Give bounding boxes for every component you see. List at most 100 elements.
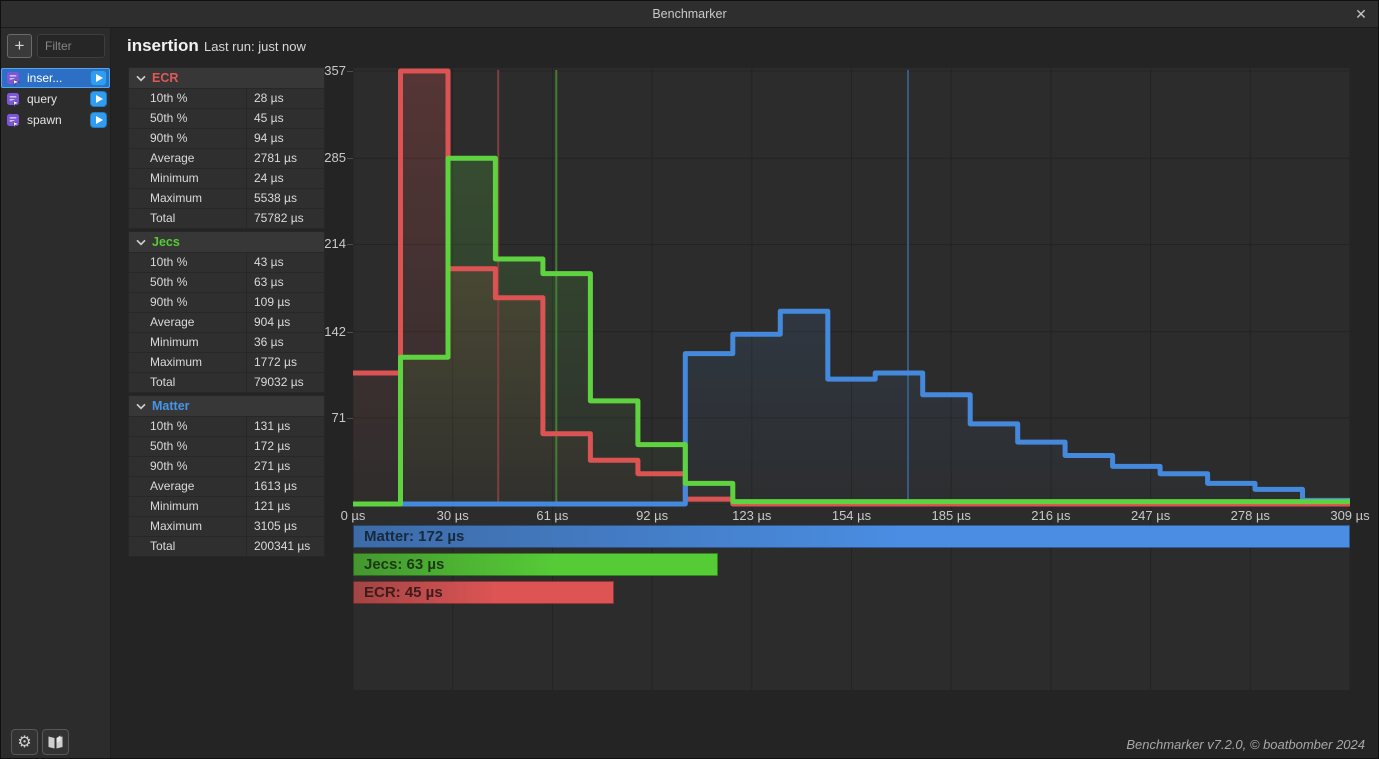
y-tick-label: 357 xyxy=(302,63,353,78)
benchmark-script-icon xyxy=(7,113,21,128)
median-bar-label: Matter: 172 µs xyxy=(364,528,465,545)
x-tick-label: 216 µs xyxy=(1031,508,1071,523)
stat-label: Average xyxy=(150,315,195,329)
x-tick-label: 30 µs xyxy=(436,508,469,523)
stat-value: 131 µs xyxy=(246,417,324,436)
y-tick-label: 71 xyxy=(302,410,353,425)
stat-row: 50th % 63 µs xyxy=(128,273,325,293)
x-tick-label: 61 µs xyxy=(536,508,569,523)
version-text: Benchmarker v7.2.0, © boatbomber 2024 xyxy=(1126,737,1365,752)
stat-row: 10th % 43 µs xyxy=(128,253,325,273)
stat-value: 63 µs xyxy=(246,273,324,292)
book-icon xyxy=(48,735,63,748)
run-benchmark-button[interactable] xyxy=(90,91,107,107)
sidebar-item-inser[interactable]: inser... xyxy=(1,68,110,88)
stat-label: Total xyxy=(150,375,176,389)
median-bar-matter: Matter: 172 µs xyxy=(353,525,1350,548)
chevron-down-icon xyxy=(136,239,146,246)
stat-row: Average 904 µs xyxy=(128,313,325,333)
stat-row: Total 200341 µs xyxy=(128,537,325,557)
benchmark-script-icon xyxy=(7,71,21,86)
stat-label: 90th % xyxy=(150,131,188,145)
stat-value: 172 µs xyxy=(246,437,324,456)
sidebar-item-label: query xyxy=(27,92,58,106)
last-run-status: Last run: just now xyxy=(204,39,306,54)
x-tick-label: 0 µs xyxy=(340,508,366,523)
section-name: ECR xyxy=(152,71,179,85)
docs-button[interactable] xyxy=(42,729,69,755)
x-tick-label: 154 µs xyxy=(831,508,872,523)
section-header-jecs[interactable]: Jecs xyxy=(128,231,325,253)
stat-row: 90th % 94 µs xyxy=(128,129,325,149)
sidebar-item-label: inser... xyxy=(27,71,63,85)
sidebar-item-label: spawn xyxy=(27,113,62,127)
sidebar-item-query[interactable]: query xyxy=(1,89,110,109)
stat-row: Minimum 24 µs xyxy=(128,169,325,189)
y-tick-label: 214 xyxy=(302,236,353,251)
stat-row: Total 79032 µs xyxy=(128,373,325,393)
stat-label: 50th % xyxy=(150,275,188,289)
median-bar-label: Jecs: 63 µs xyxy=(364,556,445,573)
stat-row: 50th % 172 µs xyxy=(128,437,325,457)
stats-table: ECR 10th % 28 µs 50th % 45 µs 90th % 94 µs Aver… xyxy=(128,67,325,557)
run-benchmark-button[interactable] xyxy=(90,70,107,86)
section-name: Matter xyxy=(152,399,190,413)
page-title: insertion xyxy=(127,36,199,55)
x-tick-label: 185 µs xyxy=(931,508,971,523)
stat-value: 121 µs xyxy=(246,497,324,516)
sidebar-item-spawn[interactable]: spawn xyxy=(1,110,110,130)
section-name: Jecs xyxy=(152,235,180,249)
stat-value: 28 µs xyxy=(246,89,324,108)
add-benchmark-button[interactable]: + xyxy=(7,34,32,58)
stat-value: 109 µs xyxy=(246,293,324,312)
y-tick-label: 285 xyxy=(302,150,353,165)
x-tick-label: 92 µs xyxy=(636,508,669,523)
stat-value: 3105 µs xyxy=(246,517,324,536)
x-tick-label: 247 µs xyxy=(1130,508,1171,523)
chevron-down-icon xyxy=(136,75,146,82)
stat-value: 200341 µs xyxy=(246,537,324,556)
stat-label: Maximum xyxy=(150,355,203,369)
stat-label: Maximum xyxy=(150,191,203,205)
stat-label: Total xyxy=(150,539,176,553)
stat-row: 50th % 45 µs xyxy=(128,109,325,129)
play-icon xyxy=(96,116,103,124)
stat-label: 50th % xyxy=(150,439,188,453)
stat-value: 75782 µs xyxy=(246,209,324,228)
run-benchmark-button[interactable] xyxy=(90,112,107,128)
stat-value: 43 µs xyxy=(246,253,324,272)
stat-label: Minimum xyxy=(150,335,199,349)
benchmark-script-icon xyxy=(7,92,21,107)
settings-button[interactable]: ⚙ xyxy=(11,729,38,755)
gear-icon: ⚙ xyxy=(17,732,32,751)
close-icon[interactable]: ✕ xyxy=(1355,5,1367,22)
section-header-ecr[interactable]: ECR xyxy=(128,67,325,89)
stat-value: 79032 µs xyxy=(246,373,324,392)
stat-label: 90th % xyxy=(150,459,188,473)
stat-row: Minimum 121 µs xyxy=(128,497,325,517)
sidebar: + inser... query spawn xyxy=(1,28,111,758)
stat-row: Maximum 3105 µs xyxy=(128,517,325,537)
play-icon xyxy=(96,74,103,82)
sidebar-toolbar: + xyxy=(1,28,110,63)
stat-value: 45 µs xyxy=(246,109,324,128)
title-bar: Benchmarker ✕ xyxy=(1,1,1378,28)
stat-row: Total 75782 µs xyxy=(128,209,325,229)
section-header-matter[interactable]: Matter xyxy=(128,395,325,417)
stat-value: 1613 µs xyxy=(246,477,324,496)
stat-row: Maximum 1772 µs xyxy=(128,353,325,373)
y-tick-label: 142 xyxy=(302,324,353,339)
median-bar-label: ECR: 45 µs xyxy=(364,584,443,601)
benchmark-list: inser... query spawn xyxy=(1,68,110,130)
stat-label: 10th % xyxy=(150,419,188,433)
stat-label: Minimum xyxy=(150,171,199,185)
stat-value: 94 µs xyxy=(246,129,324,148)
stat-row: Minimum 36 µs xyxy=(128,333,325,353)
x-tick-label: 278 µs xyxy=(1230,508,1270,523)
stat-row: Maximum 5538 µs xyxy=(128,189,325,209)
stat-value: 904 µs xyxy=(246,313,324,332)
window-title: Benchmarker xyxy=(652,7,727,21)
filter-input[interactable] xyxy=(37,34,105,58)
stat-value: 5538 µs xyxy=(246,189,324,208)
